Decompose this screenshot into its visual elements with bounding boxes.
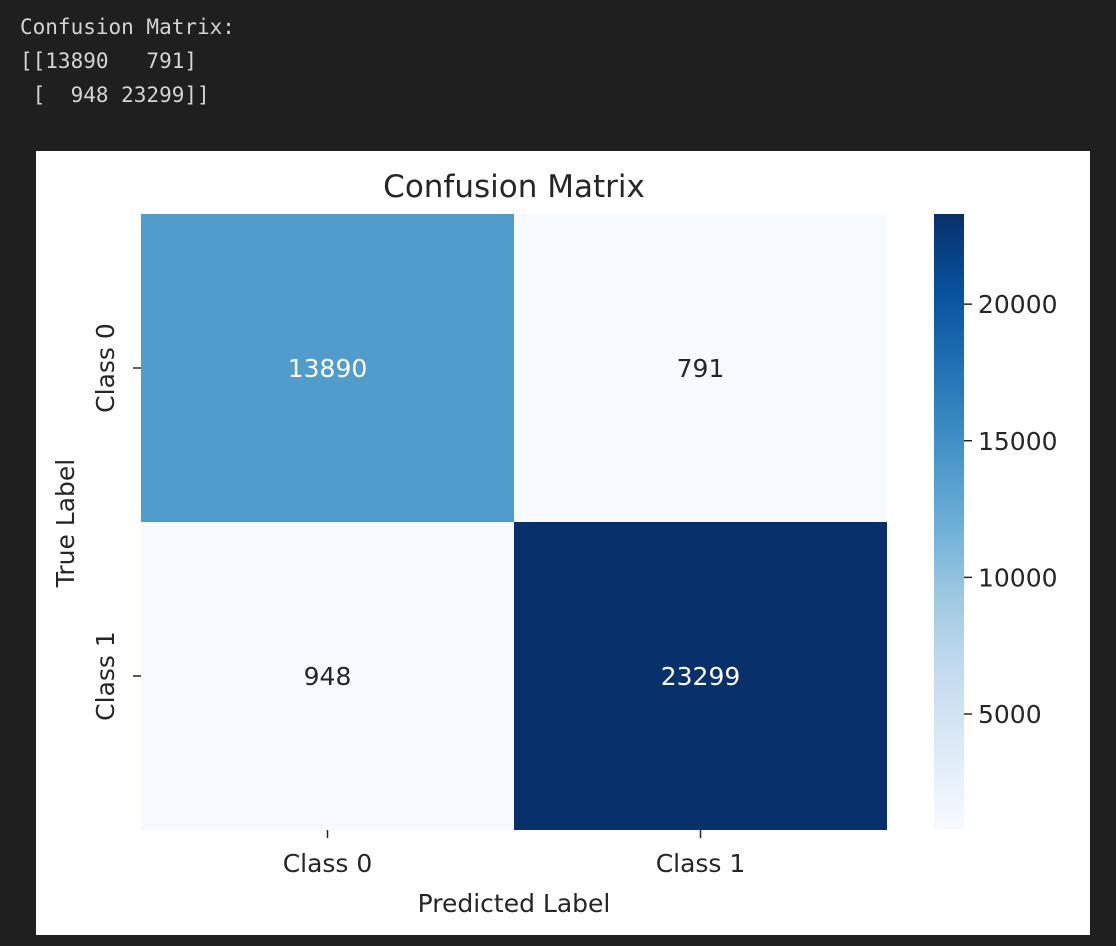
y-axis-ticks: Class 0 Class 1 xyxy=(91,323,141,721)
heatmap-cell xyxy=(514,522,887,830)
y-tick-label: Class 1 xyxy=(91,631,120,721)
console-line: [ 948 23299]] xyxy=(20,83,210,107)
colorbar-tick-label: 20000 xyxy=(978,290,1058,319)
colorbar-tick-label: 5000 xyxy=(978,700,1042,729)
cell-value-label: 948 xyxy=(304,662,352,691)
colorbar xyxy=(934,214,964,829)
chart-title: Confusion Matrix xyxy=(383,169,645,205)
x-tick-label: Class 0 xyxy=(283,849,373,878)
x-axis-label: Predicted Label xyxy=(418,889,611,918)
x-tick-label: Class 1 xyxy=(656,849,746,878)
y-tick-label: Class 0 xyxy=(91,323,120,413)
heatmap-cell xyxy=(141,522,514,830)
cell-value-label: 13890 xyxy=(288,354,368,383)
console-line: Confusion Matrix: xyxy=(20,15,235,39)
confusion-matrix-heatmap: Confusion Matrix 13890 791 948 23299 Class … xyxy=(51,169,1058,918)
cell-value-label: 23299 xyxy=(661,662,741,691)
colorbar-tick-label: 10000 xyxy=(978,563,1058,592)
figure-output: Confusion Matrix 13890 791 948 23299 Class … xyxy=(36,151,1090,935)
colorbar-tick-label: 15000 xyxy=(978,427,1058,456)
console-line: [[13890 791] xyxy=(20,49,198,73)
heatmap-cell-labels: 13890 791 948 23299 xyxy=(288,354,741,691)
heatmap-cell xyxy=(141,214,514,522)
y-axis-label: True Label xyxy=(51,459,80,589)
colorbar-ticks: 5000 10000 15000 20000 xyxy=(964,290,1058,729)
console-output: Confusion Matrix: [[13890 791] [ 948 2329… xyxy=(20,10,235,112)
cell-value-label: 791 xyxy=(677,354,725,383)
heatmap-cell xyxy=(514,214,887,522)
heatmap-cells xyxy=(141,214,887,830)
x-axis-ticks: Class 0 Class 1 xyxy=(283,830,746,878)
